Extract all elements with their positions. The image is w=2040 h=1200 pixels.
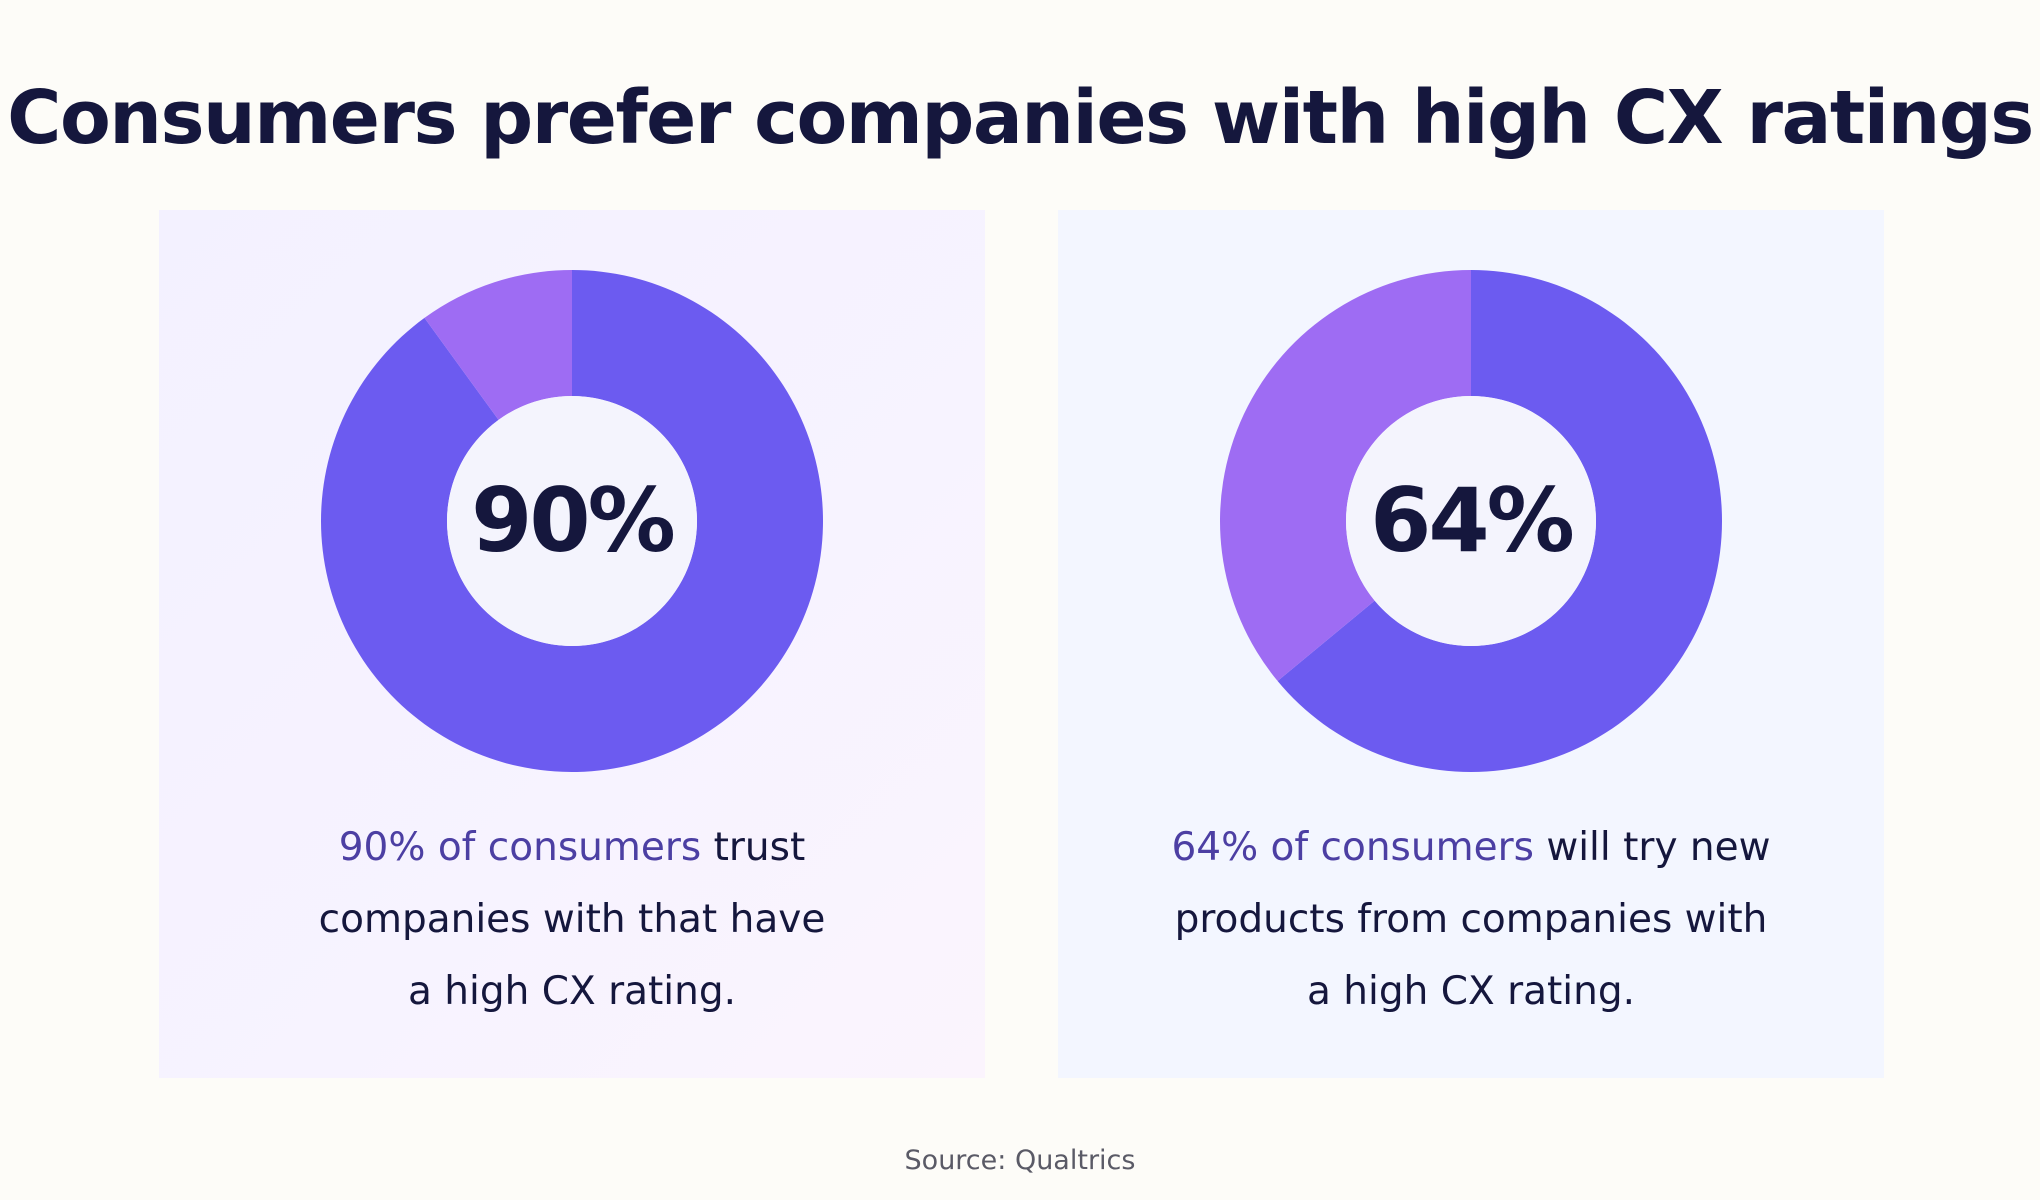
chart-title: Consumers prefer companies with high CX … [7, 75, 2034, 161]
stat-caption: 90% of consumers trust companies with th… [199, 812, 945, 1028]
donut-slice-2 [424, 270, 572, 420]
donut-slice-1 [321, 270, 823, 772]
caption-line3: a high CX rating. [1307, 969, 1635, 1014]
donut-hole [447, 396, 697, 646]
caption-line1-rest: will try new [1533, 825, 1771, 870]
donut-chart-try-new: 64% [1220, 270, 1722, 772]
source-note: Source: Qualtrics [904, 1145, 1136, 1176]
caption-highlight: 90% of consumers [338, 825, 702, 870]
donut-hole [1346, 396, 1596, 646]
donut-chart-trust: 90% [321, 270, 823, 772]
stat-card-trust: 90% 90% of consumers trust companies wit… [159, 210, 985, 1078]
stat-caption: 64% of consumers will try new products f… [1098, 812, 1844, 1028]
caption-line2: products from companies with [1174, 897, 1768, 942]
donut-center-value: 90% [471, 469, 676, 572]
donut-svg-trust [321, 270, 823, 772]
donut-center-value: 64% [1370, 469, 1575, 572]
donut-slice-1 [1277, 270, 1722, 772]
caption-line3: a high CX rating. [408, 969, 736, 1014]
caption-line2: companies with that have [318, 897, 826, 942]
caption-line1-rest: trust [701, 825, 806, 870]
stat-card-try-new: 64% 64% of consumers will try new produc… [1058, 210, 1884, 1078]
caption-highlight: 64% of consumers [1171, 825, 1534, 870]
donut-svg-try-new [1220, 270, 1722, 772]
donut-slice-2 [1220, 270, 1471, 681]
